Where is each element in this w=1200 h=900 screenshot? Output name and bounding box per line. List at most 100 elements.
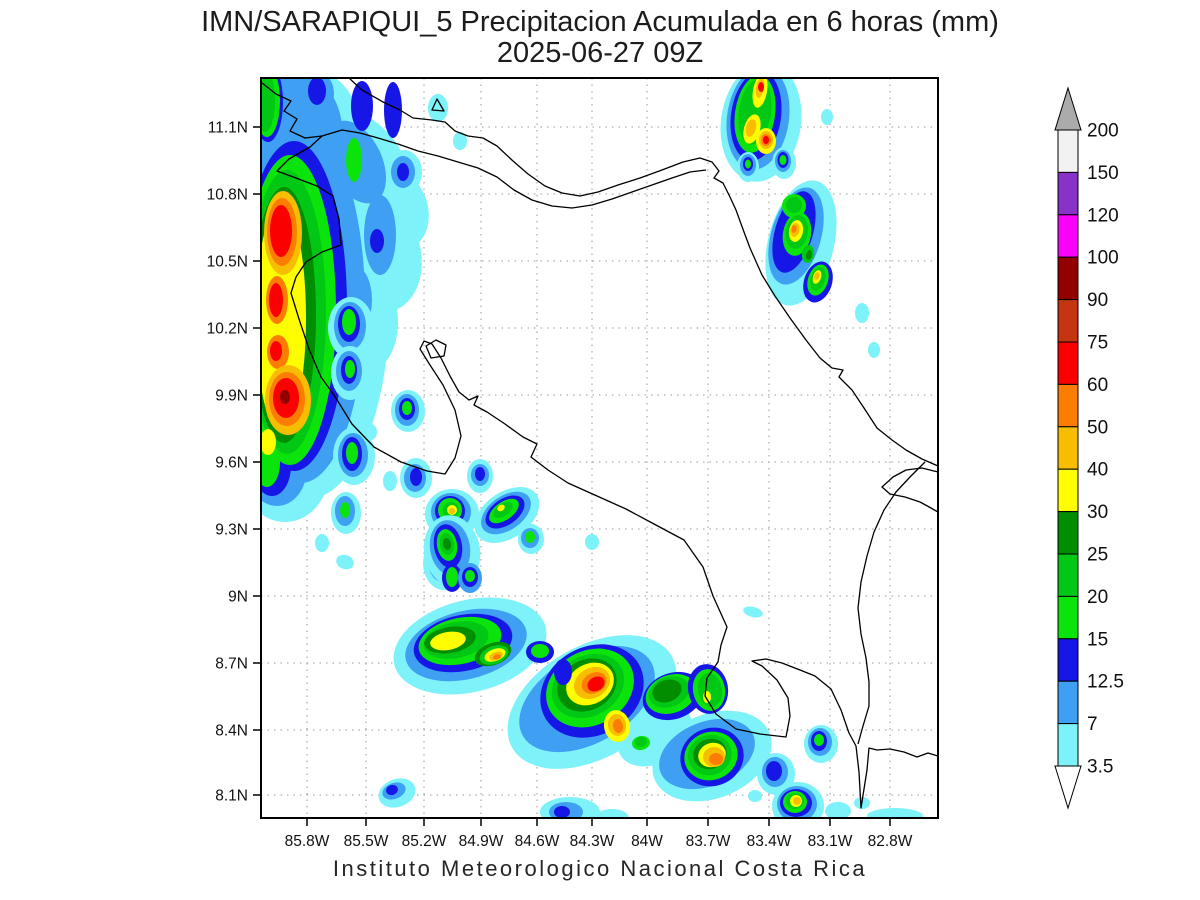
colorbar-segment bbox=[1057, 129, 1079, 173]
lat-tick-label: 9N bbox=[228, 589, 248, 606]
lon-tick-label: 85.2W bbox=[402, 833, 447, 850]
colorbar-segment bbox=[1057, 595, 1079, 640]
lat-tick-label: 8.1N bbox=[215, 788, 248, 805]
lat-tick-label: 10.8N bbox=[207, 187, 248, 204]
precip-contour-blob bbox=[442, 538, 452, 550]
precip-contour-blob bbox=[554, 806, 570, 818]
precipitation-shading bbox=[261, 78, 923, 818]
colorbar-tick-label: 15 bbox=[1087, 629, 1108, 650]
precip-contour-blob bbox=[855, 303, 869, 323]
precip-contour-blob bbox=[475, 467, 485, 481]
precip-contour-blob bbox=[453, 132, 467, 150]
lat-tick-label: 11.1N bbox=[208, 120, 248, 137]
coastline-caribbean-and-border-river bbox=[348, 78, 938, 467]
lat-tick-label: 9.6N bbox=[215, 455, 248, 472]
precip-contour-blob bbox=[269, 283, 283, 317]
precip-contour-blob bbox=[410, 468, 422, 486]
colorbar-segment bbox=[1057, 426, 1079, 470]
colorbar-tick-label: 25 bbox=[1087, 545, 1108, 566]
axis-labels: 85.8W 85.5W 85.2W 84.9W 84.6W 84.3W 84W 83.7W 83… bbox=[207, 120, 913, 851]
precip-contour-blob bbox=[825, 802, 851, 818]
precip-contour-blob bbox=[585, 534, 599, 550]
lon-tick-label: 84W bbox=[631, 833, 663, 850]
precip-contour-blob bbox=[315, 534, 329, 552]
precip-contour-blob bbox=[449, 508, 455, 514]
precip-contour-blob bbox=[365, 424, 377, 440]
precip-contour-blob bbox=[703, 691, 711, 703]
precip-contour-blob bbox=[386, 784, 398, 796]
precip-contour-blob bbox=[805, 250, 813, 260]
precip-contour-blob bbox=[346, 138, 362, 182]
lon-tick-label: 83.1W bbox=[808, 833, 853, 850]
precip-contour-blob bbox=[270, 205, 292, 257]
precip-contour-blob bbox=[758, 82, 764, 92]
precip-contour-blob bbox=[766, 761, 782, 781]
coastline-panama-bay bbox=[881, 467, 938, 513]
precip-contour-blob bbox=[763, 136, 769, 144]
precip-contour-blob bbox=[612, 719, 624, 733]
colorbar-segment bbox=[1057, 214, 1079, 258]
precip-contour-blob bbox=[346, 442, 358, 464]
precip-contour-blob bbox=[465, 570, 475, 582]
lon-tick-label: 84.6W bbox=[515, 833, 560, 850]
colorbar-segment bbox=[1057, 383, 1079, 428]
colorbar-segment bbox=[1057, 638, 1079, 682]
colorbar-tick-label: 200 bbox=[1087, 121, 1119, 142]
lon-tick-label: 83.7W bbox=[686, 833, 731, 850]
precip-contour-blob bbox=[493, 654, 501, 660]
precip-contour-blob bbox=[814, 734, 824, 746]
colorbar-segment bbox=[1057, 553, 1079, 597]
colorbar-tick-label: 100 bbox=[1087, 248, 1119, 269]
colorbar-segment bbox=[1057, 680, 1079, 725]
colorbar-segment bbox=[1057, 511, 1079, 555]
precip-contour-blob bbox=[745, 119, 757, 137]
precip-contour-blob bbox=[397, 163, 409, 181]
colorbar-tick-label: 12.5 bbox=[1087, 672, 1124, 693]
colorbar-tick-label: 7 bbox=[1087, 714, 1098, 735]
colorbar-segment bbox=[1057, 468, 1079, 513]
coastlines bbox=[261, 78, 938, 809]
precip-contour-blob bbox=[745, 159, 751, 169]
lat-tick-label: 10.2N bbox=[207, 321, 248, 338]
lon-tick-label: 85.5W bbox=[344, 833, 389, 850]
precip-contour-blob bbox=[652, 679, 682, 703]
lon-tick-label: 85.8W bbox=[285, 833, 330, 850]
colorbar-segment bbox=[1057, 723, 1079, 767]
precip-contour-blob bbox=[748, 790, 762, 802]
precip-contour-blob bbox=[428, 94, 448, 122]
precip-contour-blob bbox=[270, 341, 282, 361]
chart-valid-time: 2025-06-27 09Z bbox=[496, 37, 704, 69]
precip-contour-blob bbox=[791, 225, 797, 233]
colorbar-tick-label: 150 bbox=[1087, 163, 1119, 184]
precip-contour-blob bbox=[743, 606, 763, 618]
precip-contour-blob bbox=[709, 753, 723, 765]
island-triangle bbox=[431, 98, 445, 112]
precip-contour-blob bbox=[383, 471, 397, 491]
precip-contour-blob bbox=[402, 401, 412, 415]
precip-contour-blob bbox=[430, 631, 466, 651]
colorbar-tick-label: 3.5 bbox=[1087, 757, 1113, 778]
lon-tick-label: 82.8W bbox=[868, 833, 913, 850]
colorbar-segment bbox=[1057, 299, 1079, 343]
colorbar-tick-label: 20 bbox=[1087, 587, 1108, 608]
lon-tick-label: 84.3W bbox=[570, 833, 615, 850]
precip-contour-blob bbox=[867, 808, 923, 818]
border-nicaragua-costarica bbox=[321, 129, 707, 209]
precip-contour-blob bbox=[525, 531, 535, 543]
precip-contour-blob bbox=[814, 272, 820, 280]
precip-contour-blob bbox=[821, 109, 833, 125]
colorbar-tick-label: 90 bbox=[1087, 290, 1108, 311]
colorbar-segment bbox=[1057, 256, 1079, 301]
precip-contour-blob bbox=[261, 78, 275, 132]
precip-contour-blob bbox=[261, 429, 276, 455]
precip-contour-blob bbox=[280, 390, 290, 404]
footer-credit: Instituto Meteorologico Nacional Costa R… bbox=[332, 856, 868, 881]
colorbar-tick-label: 30 bbox=[1087, 502, 1108, 523]
precip-contour-blob bbox=[384, 82, 402, 138]
lat-tick-label: 9.3N bbox=[215, 522, 248, 539]
colorbar-legend: 200 150 120 100 90 75 60 50 40 30 25 20 15 12.5 7 3.5 bbox=[1054, 86, 1124, 810]
precip-contour-blob bbox=[779, 155, 787, 165]
precip-contour-blob bbox=[446, 567, 458, 587]
map-frame bbox=[260, 77, 939, 819]
